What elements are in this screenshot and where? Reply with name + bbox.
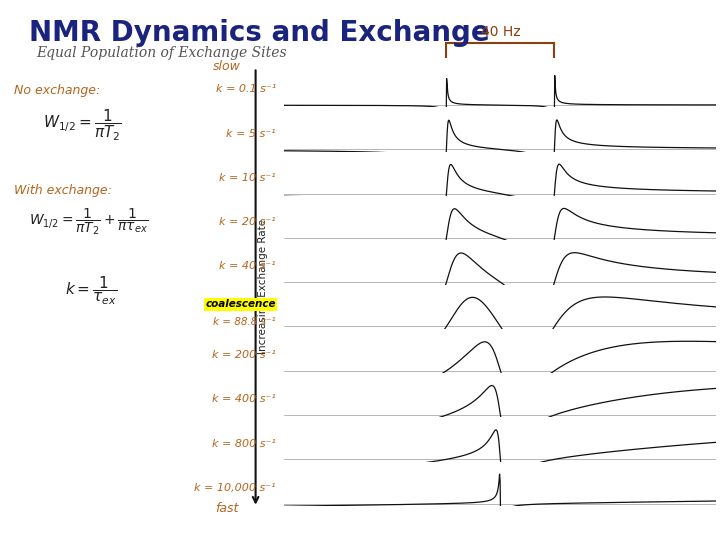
Text: k = 20 s⁻¹: k = 20 s⁻¹ [219, 217, 276, 227]
Text: k = 800 s⁻¹: k = 800 s⁻¹ [212, 438, 276, 449]
Text: $k = \dfrac{1}{\tau_{ex}}$: $k = \dfrac{1}{\tau_{ex}}$ [65, 274, 117, 307]
Text: NMR Dynamics and Exchange: NMR Dynamics and Exchange [29, 19, 490, 47]
Text: Equal Population of Exchange Sites: Equal Population of Exchange Sites [36, 46, 287, 60]
Text: slow: slow [213, 60, 240, 73]
Text: k = 200 s⁻¹: k = 200 s⁻¹ [212, 350, 276, 360]
Text: k = 0.1 s⁻¹: k = 0.1 s⁻¹ [215, 84, 276, 94]
Text: No exchange:: No exchange: [14, 84, 101, 97]
Text: fast: fast [215, 502, 238, 515]
Text: 40 Hz: 40 Hz [480, 25, 521, 39]
Text: Increasing Exchange Rate: Increasing Exchange Rate [258, 219, 268, 354]
Text: coalescence: coalescence [205, 299, 276, 309]
Text: k = 10,000 s⁻¹: k = 10,000 s⁻¹ [194, 483, 276, 493]
Text: $W_{1/2} = \dfrac{1}{\pi T_2} + \dfrac{1}{\pi \tau_{ex}}$: $W_{1/2} = \dfrac{1}{\pi T_2} + \dfrac{1… [29, 206, 148, 237]
Text: k = 88.8 s⁻¹: k = 88.8 s⁻¹ [213, 316, 276, 327]
Text: k = 400 s⁻¹: k = 400 s⁻¹ [212, 394, 276, 404]
Text: k = 40 s⁻¹: k = 40 s⁻¹ [219, 261, 276, 272]
Text: k = 5 s⁻¹: k = 5 s⁻¹ [226, 129, 276, 139]
Text: $W_{1/2} = \dfrac{1}{\pi T_2}$: $W_{1/2} = \dfrac{1}{\pi T_2}$ [43, 108, 122, 144]
Text: k = 10 s⁻¹: k = 10 s⁻¹ [219, 173, 276, 183]
Text: With exchange:: With exchange: [14, 184, 112, 197]
